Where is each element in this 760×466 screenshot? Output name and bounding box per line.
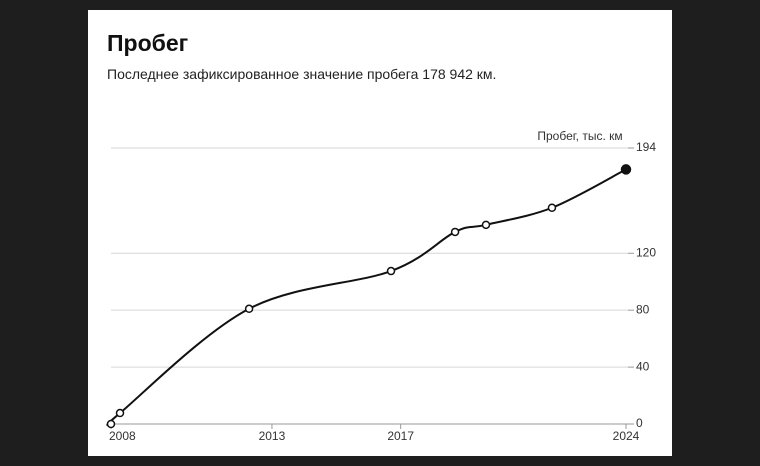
y-tick-label: 120: [636, 245, 656, 259]
point: [244, 304, 254, 314]
point: [620, 164, 632, 175]
point: [547, 203, 557, 213]
x-tick-label: 2024: [613, 429, 640, 443]
point: [450, 227, 460, 237]
y-tick-label: 80: [636, 302, 650, 316]
chart-card: Пробег Последнее зафиксированное значени…: [88, 10, 672, 456]
y-tick-label: 0: [636, 416, 643, 430]
chart-title: Пробег: [107, 30, 189, 56]
y-tick-label: 194: [636, 140, 656, 154]
chart: Пробег, тыс. км 0 40 80 120 194 2008 2013 2017 2…: [106, 129, 656, 443]
point: [481, 220, 491, 230]
line: [106, 168, 627, 427]
point: [115, 408, 125, 418]
point: [106, 419, 116, 429]
y-axis-label: Пробег, тыс. км: [537, 129, 622, 143]
chart-subtitle: Последнее зафиксированное значение пробе…: [107, 66, 497, 82]
x-tick-label: 2017: [387, 429, 414, 443]
y-tick-label: 40: [636, 359, 650, 373]
x-tick-label: 2013: [259, 429, 286, 443]
x-tick-label: 2008: [109, 429, 136, 443]
point: [386, 266, 396, 276]
